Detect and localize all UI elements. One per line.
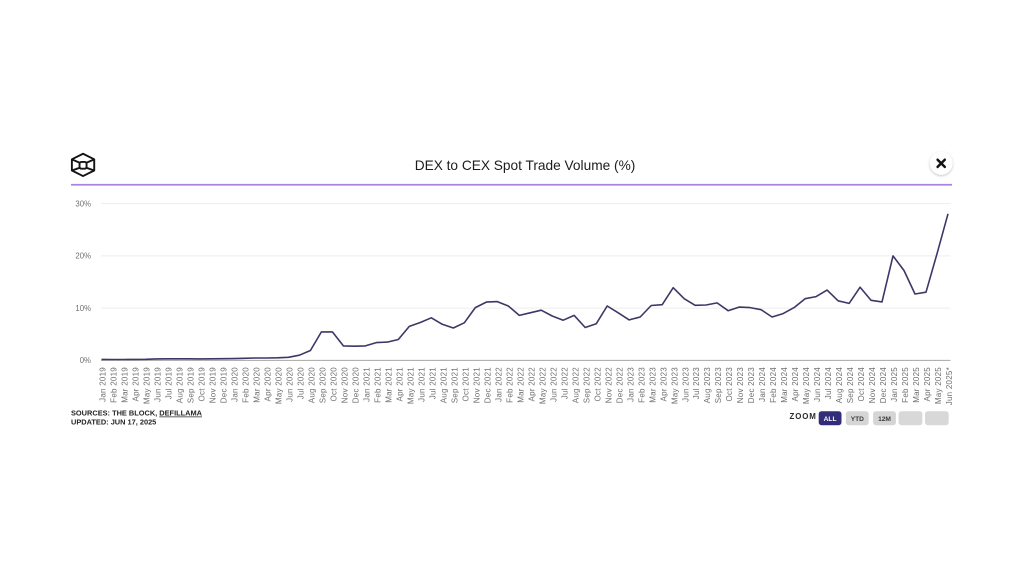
svg-text:Jun 2020: Jun 2020 <box>286 367 295 402</box>
svg-text:Feb 2025: Feb 2025 <box>901 367 910 403</box>
svg-text:Sep 2020: Sep 2020 <box>319 367 328 404</box>
svg-text:Feb 2020: Feb 2020 <box>242 367 251 403</box>
svg-text:Jul 2024: Jul 2024 <box>824 367 833 400</box>
svg-text:Mar 2019: Mar 2019 <box>121 367 130 403</box>
svg-text:Jun 2025*: Jun 2025* <box>945 367 954 405</box>
svg-text:May 2021: May 2021 <box>406 367 415 404</box>
svg-text:Jan 2020: Jan 2020 <box>231 367 240 402</box>
svg-text:0%: 0% <box>80 356 91 365</box>
svg-text:Oct 2024: Oct 2024 <box>857 367 866 402</box>
svg-text:DEX to CEX Spot Trade Volume (: DEX to CEX Spot Trade Volume (%) <box>415 158 636 173</box>
svg-text:Dec 2023: Dec 2023 <box>747 367 756 404</box>
svg-text:Oct 2019: Oct 2019 <box>198 367 207 402</box>
svg-text:Apr 2019: Apr 2019 <box>132 367 141 402</box>
svg-text:Nov 2019: Nov 2019 <box>209 367 218 404</box>
svg-text:30%: 30% <box>75 199 91 208</box>
svg-text:Oct 2021: Oct 2021 <box>461 367 470 402</box>
svg-text:ALL: ALL <box>824 416 837 423</box>
svg-text:Jul 2021: Jul 2021 <box>428 367 437 400</box>
svg-text:Oct 2022: Oct 2022 <box>593 367 602 402</box>
svg-text:Jun 2022: Jun 2022 <box>549 367 558 402</box>
svg-text:May 2019: May 2019 <box>143 367 152 404</box>
svg-text:Dec 2024: Dec 2024 <box>879 367 888 404</box>
svg-text:Apr 2022: Apr 2022 <box>527 367 536 402</box>
svg-text:Dec 2022: Dec 2022 <box>615 367 624 404</box>
svg-text:Jul 2020: Jul 2020 <box>297 367 306 400</box>
svg-text:Feb 2019: Feb 2019 <box>110 367 119 403</box>
svg-text:Jun 2021: Jun 2021 <box>417 367 426 402</box>
svg-text:Jan 2023: Jan 2023 <box>626 367 635 402</box>
svg-text:Dec 2019: Dec 2019 <box>220 367 229 404</box>
svg-text:Aug 2024: Aug 2024 <box>835 367 844 404</box>
svg-text:SOURCES: THE BLOCK, DEFILLAMA: SOURCES: THE BLOCK, DEFILLAMA <box>71 409 203 418</box>
svg-text:Sep 2023: Sep 2023 <box>714 367 723 404</box>
svg-text:Nov 2024: Nov 2024 <box>868 367 877 404</box>
svg-text:Mar 2021: Mar 2021 <box>384 367 393 403</box>
svg-text:Feb 2024: Feb 2024 <box>769 367 778 403</box>
svg-text:Apr 2020: Apr 2020 <box>264 367 273 402</box>
svg-text:Apr 2023: Apr 2023 <box>659 367 668 402</box>
svg-text:May 2020: May 2020 <box>275 367 284 404</box>
svg-text:UPDATED: JUN 17, 2025: UPDATED: JUN 17, 2025 <box>71 418 156 427</box>
svg-text:Jan 2024: Jan 2024 <box>758 367 767 402</box>
svg-text:Jul 2022: Jul 2022 <box>560 367 569 400</box>
svg-text:Jan 2021: Jan 2021 <box>362 367 371 402</box>
svg-text:Jul 2019: Jul 2019 <box>165 367 174 400</box>
svg-text:Jun 2023: Jun 2023 <box>681 367 690 402</box>
svg-text:Aug 2023: Aug 2023 <box>703 367 712 404</box>
svg-text:Aug 2022: Aug 2022 <box>571 367 580 404</box>
svg-text:Mar 2020: Mar 2020 <box>253 367 262 403</box>
svg-text:Nov 2023: Nov 2023 <box>736 367 745 404</box>
svg-text:Mar 2024: Mar 2024 <box>780 367 789 403</box>
svg-text:Jan 2025: Jan 2025 <box>890 367 899 402</box>
svg-text:Aug 2020: Aug 2020 <box>308 367 317 404</box>
svg-text:Jul 2023: Jul 2023 <box>692 367 701 400</box>
svg-text:Dec 2020: Dec 2020 <box>352 367 361 404</box>
svg-text:Apr 2025: Apr 2025 <box>923 367 932 402</box>
svg-text:12M: 12M <box>878 416 891 423</box>
svg-text:Sep 2022: Sep 2022 <box>582 367 591 404</box>
svg-text:Nov 2022: Nov 2022 <box>604 367 613 404</box>
svg-text:Oct 2020: Oct 2020 <box>330 367 339 402</box>
svg-text:May 2024: May 2024 <box>802 367 811 404</box>
svg-text:Apr 2024: Apr 2024 <box>791 367 800 402</box>
svg-text:Feb 2021: Feb 2021 <box>373 367 382 403</box>
svg-text:Oct 2023: Oct 2023 <box>725 367 734 402</box>
svg-text:Jan 2019: Jan 2019 <box>99 367 108 402</box>
svg-text:Mar 2025: Mar 2025 <box>912 367 921 403</box>
svg-text:Feb 2023: Feb 2023 <box>637 367 646 403</box>
svg-text:May 2023: May 2023 <box>670 367 679 404</box>
svg-text:Apr 2021: Apr 2021 <box>395 367 404 402</box>
svg-text:Mar 2023: Mar 2023 <box>648 367 657 403</box>
svg-text:Aug 2019: Aug 2019 <box>176 367 185 404</box>
svg-text:Mar 2022: Mar 2022 <box>516 367 525 403</box>
svg-text:10%: 10% <box>75 304 91 313</box>
svg-text:20%: 20% <box>75 252 91 261</box>
svg-text:Sep 2019: Sep 2019 <box>187 367 196 404</box>
svg-text:ZOOM: ZOOM <box>790 412 817 421</box>
svg-text:May 2025: May 2025 <box>934 367 943 404</box>
svg-text:May 2022: May 2022 <box>538 367 547 404</box>
svg-text:Dec 2021: Dec 2021 <box>483 367 492 404</box>
svg-text:Jan 2022: Jan 2022 <box>494 367 503 402</box>
svg-text:Jun 2019: Jun 2019 <box>154 367 163 402</box>
svg-text:Aug 2021: Aug 2021 <box>439 367 448 404</box>
svg-text:YTD: YTD <box>851 416 864 423</box>
svg-text:Nov 2021: Nov 2021 <box>472 367 481 404</box>
svg-text:Feb 2022: Feb 2022 <box>505 367 514 403</box>
svg-text:Jun 2024: Jun 2024 <box>813 367 822 402</box>
svg-text:Sep 2024: Sep 2024 <box>846 367 855 404</box>
svg-text:Nov 2020: Nov 2020 <box>341 367 350 404</box>
svg-text:Sep 2021: Sep 2021 <box>450 367 459 404</box>
